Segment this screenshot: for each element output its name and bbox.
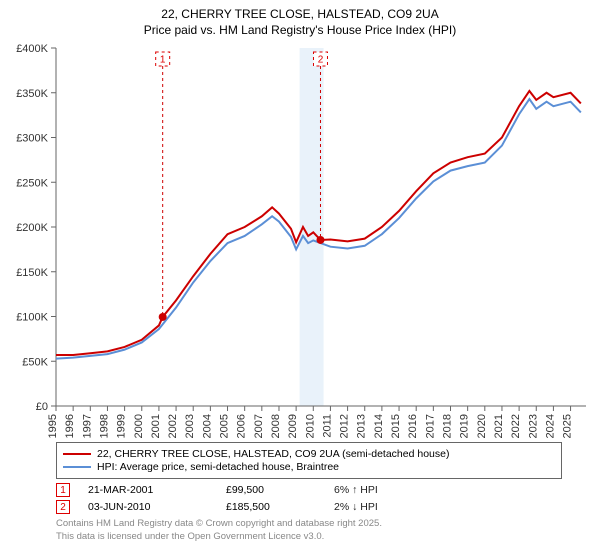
x-tick-label: 2000 xyxy=(133,414,145,438)
x-tick-label: 2009 xyxy=(287,414,299,438)
event-dot xyxy=(316,236,324,244)
chart-svg: £0 £50K £100K £150K £200K £250K £300K £350K £400… xyxy=(0,40,600,440)
x-tick-label: 2024 xyxy=(544,414,556,438)
legend-label: HPI: Average price, semi-detached house,… xyxy=(97,461,339,473)
legend-swatch xyxy=(63,453,91,455)
x-tick-label: 1995 xyxy=(47,414,59,438)
x-tick-label: 2022 xyxy=(510,414,522,438)
legend-label: 22, CHERRY TREE CLOSE, HALSTEAD, CO9 2UA… xyxy=(97,448,449,460)
events-table: 1 21-MAR-2001 £99,500 6% ↑ HPI 2 03-JUN-2010 £… xyxy=(56,483,562,514)
x-tick-label: 2004 xyxy=(201,414,213,438)
x-tick-label: 2019 xyxy=(459,414,471,438)
attrib-line1: Contains HM Land Registry data © Crown c… xyxy=(56,518,562,530)
y-tick-label: £350K xyxy=(16,88,48,100)
x-tick-label: 1998 xyxy=(98,414,110,438)
y-tick-label: £0 xyxy=(36,401,48,413)
event-dot xyxy=(159,313,167,321)
x-tick-label: 2023 xyxy=(527,414,539,438)
x-tick-label: 1996 xyxy=(64,414,76,438)
legend-row: HPI: Average price, semi-detached house,… xyxy=(63,461,555,473)
event-number-box: 1 xyxy=(56,483,70,497)
x-tick-label: 2003 xyxy=(184,414,196,438)
legend: 22, CHERRY TREE CLOSE, HALSTEAD, CO9 2UA… xyxy=(56,442,562,479)
x-tick-label: 2006 xyxy=(236,414,248,438)
x-tick-label: 2018 xyxy=(441,414,453,438)
event-date: 21-MAR-2001 xyxy=(88,484,208,496)
x-tick-label: 2001 xyxy=(150,414,162,438)
x-tick-label: 2002 xyxy=(167,414,179,438)
x-tick-label: 2021 xyxy=(493,414,505,438)
x-tick-label: 2011 xyxy=(321,414,333,438)
attribution: Contains HM Land Registry data © Crown c… xyxy=(56,518,562,543)
x-tick-label: 2007 xyxy=(253,414,265,438)
title-line2: Price paid vs. HM Land Registry's House … xyxy=(0,22,600,38)
x-tick-label: 1997 xyxy=(81,414,93,438)
x-tick-label: 2008 xyxy=(270,414,282,438)
y-tick-label: £50K xyxy=(22,357,48,369)
event-number-box: 2 xyxy=(56,500,70,514)
x-tick-label: 2013 xyxy=(356,414,368,438)
y-tick-label: £100K xyxy=(16,312,48,324)
x-tick-label: 2025 xyxy=(562,414,574,438)
y-tick-label: £150K xyxy=(16,267,48,279)
x-tick-label: 2010 xyxy=(304,414,316,438)
event-row: 2 03-JUN-2010 £185,500 2% ↓ HPI xyxy=(56,500,562,514)
y-tick-label: £200K xyxy=(16,222,48,234)
y-tick-label: £250K xyxy=(16,178,48,190)
event-row: 1 21-MAR-2001 £99,500 6% ↑ HPI xyxy=(56,483,562,497)
x-tick-label: 2012 xyxy=(339,414,351,438)
x-tick-label: 1999 xyxy=(116,414,128,438)
y-tick-label: £400K xyxy=(16,43,48,55)
chart-title: 22, CHERRY TREE CLOSE, HALSTEAD, CO9 2UA… xyxy=(0,0,600,40)
y-tick-label: £300K xyxy=(16,133,48,145)
title-line1: 22, CHERRY TREE CLOSE, HALSTEAD, CO9 2UA xyxy=(0,6,600,22)
event-date: 03-JUN-2010 xyxy=(88,501,208,513)
x-tick-label: 2015 xyxy=(390,414,402,438)
event-pct: 6% ↑ HPI xyxy=(334,484,414,496)
chart: £0 £50K £100K £150K £200K £250K £300K £350K £400… xyxy=(0,40,600,440)
x-tick-label: 2005 xyxy=(219,414,231,438)
x-tick-label: 2017 xyxy=(424,414,436,438)
legend-swatch xyxy=(63,466,91,468)
event-box-label: 1 xyxy=(160,55,166,66)
x-tick-label: 2020 xyxy=(476,414,488,438)
x-tick-label: 2016 xyxy=(407,414,419,438)
legend-row: 22, CHERRY TREE CLOSE, HALSTEAD, CO9 2UA… xyxy=(63,448,555,460)
event-box-label: 2 xyxy=(318,55,324,66)
event-price: £99,500 xyxy=(226,484,316,496)
event-price: £185,500 xyxy=(226,501,316,513)
attrib-line2: This data is licensed under the Open Gov… xyxy=(56,531,562,543)
event-pct: 2% ↓ HPI xyxy=(334,501,414,513)
x-tick-label: 2014 xyxy=(373,414,385,438)
